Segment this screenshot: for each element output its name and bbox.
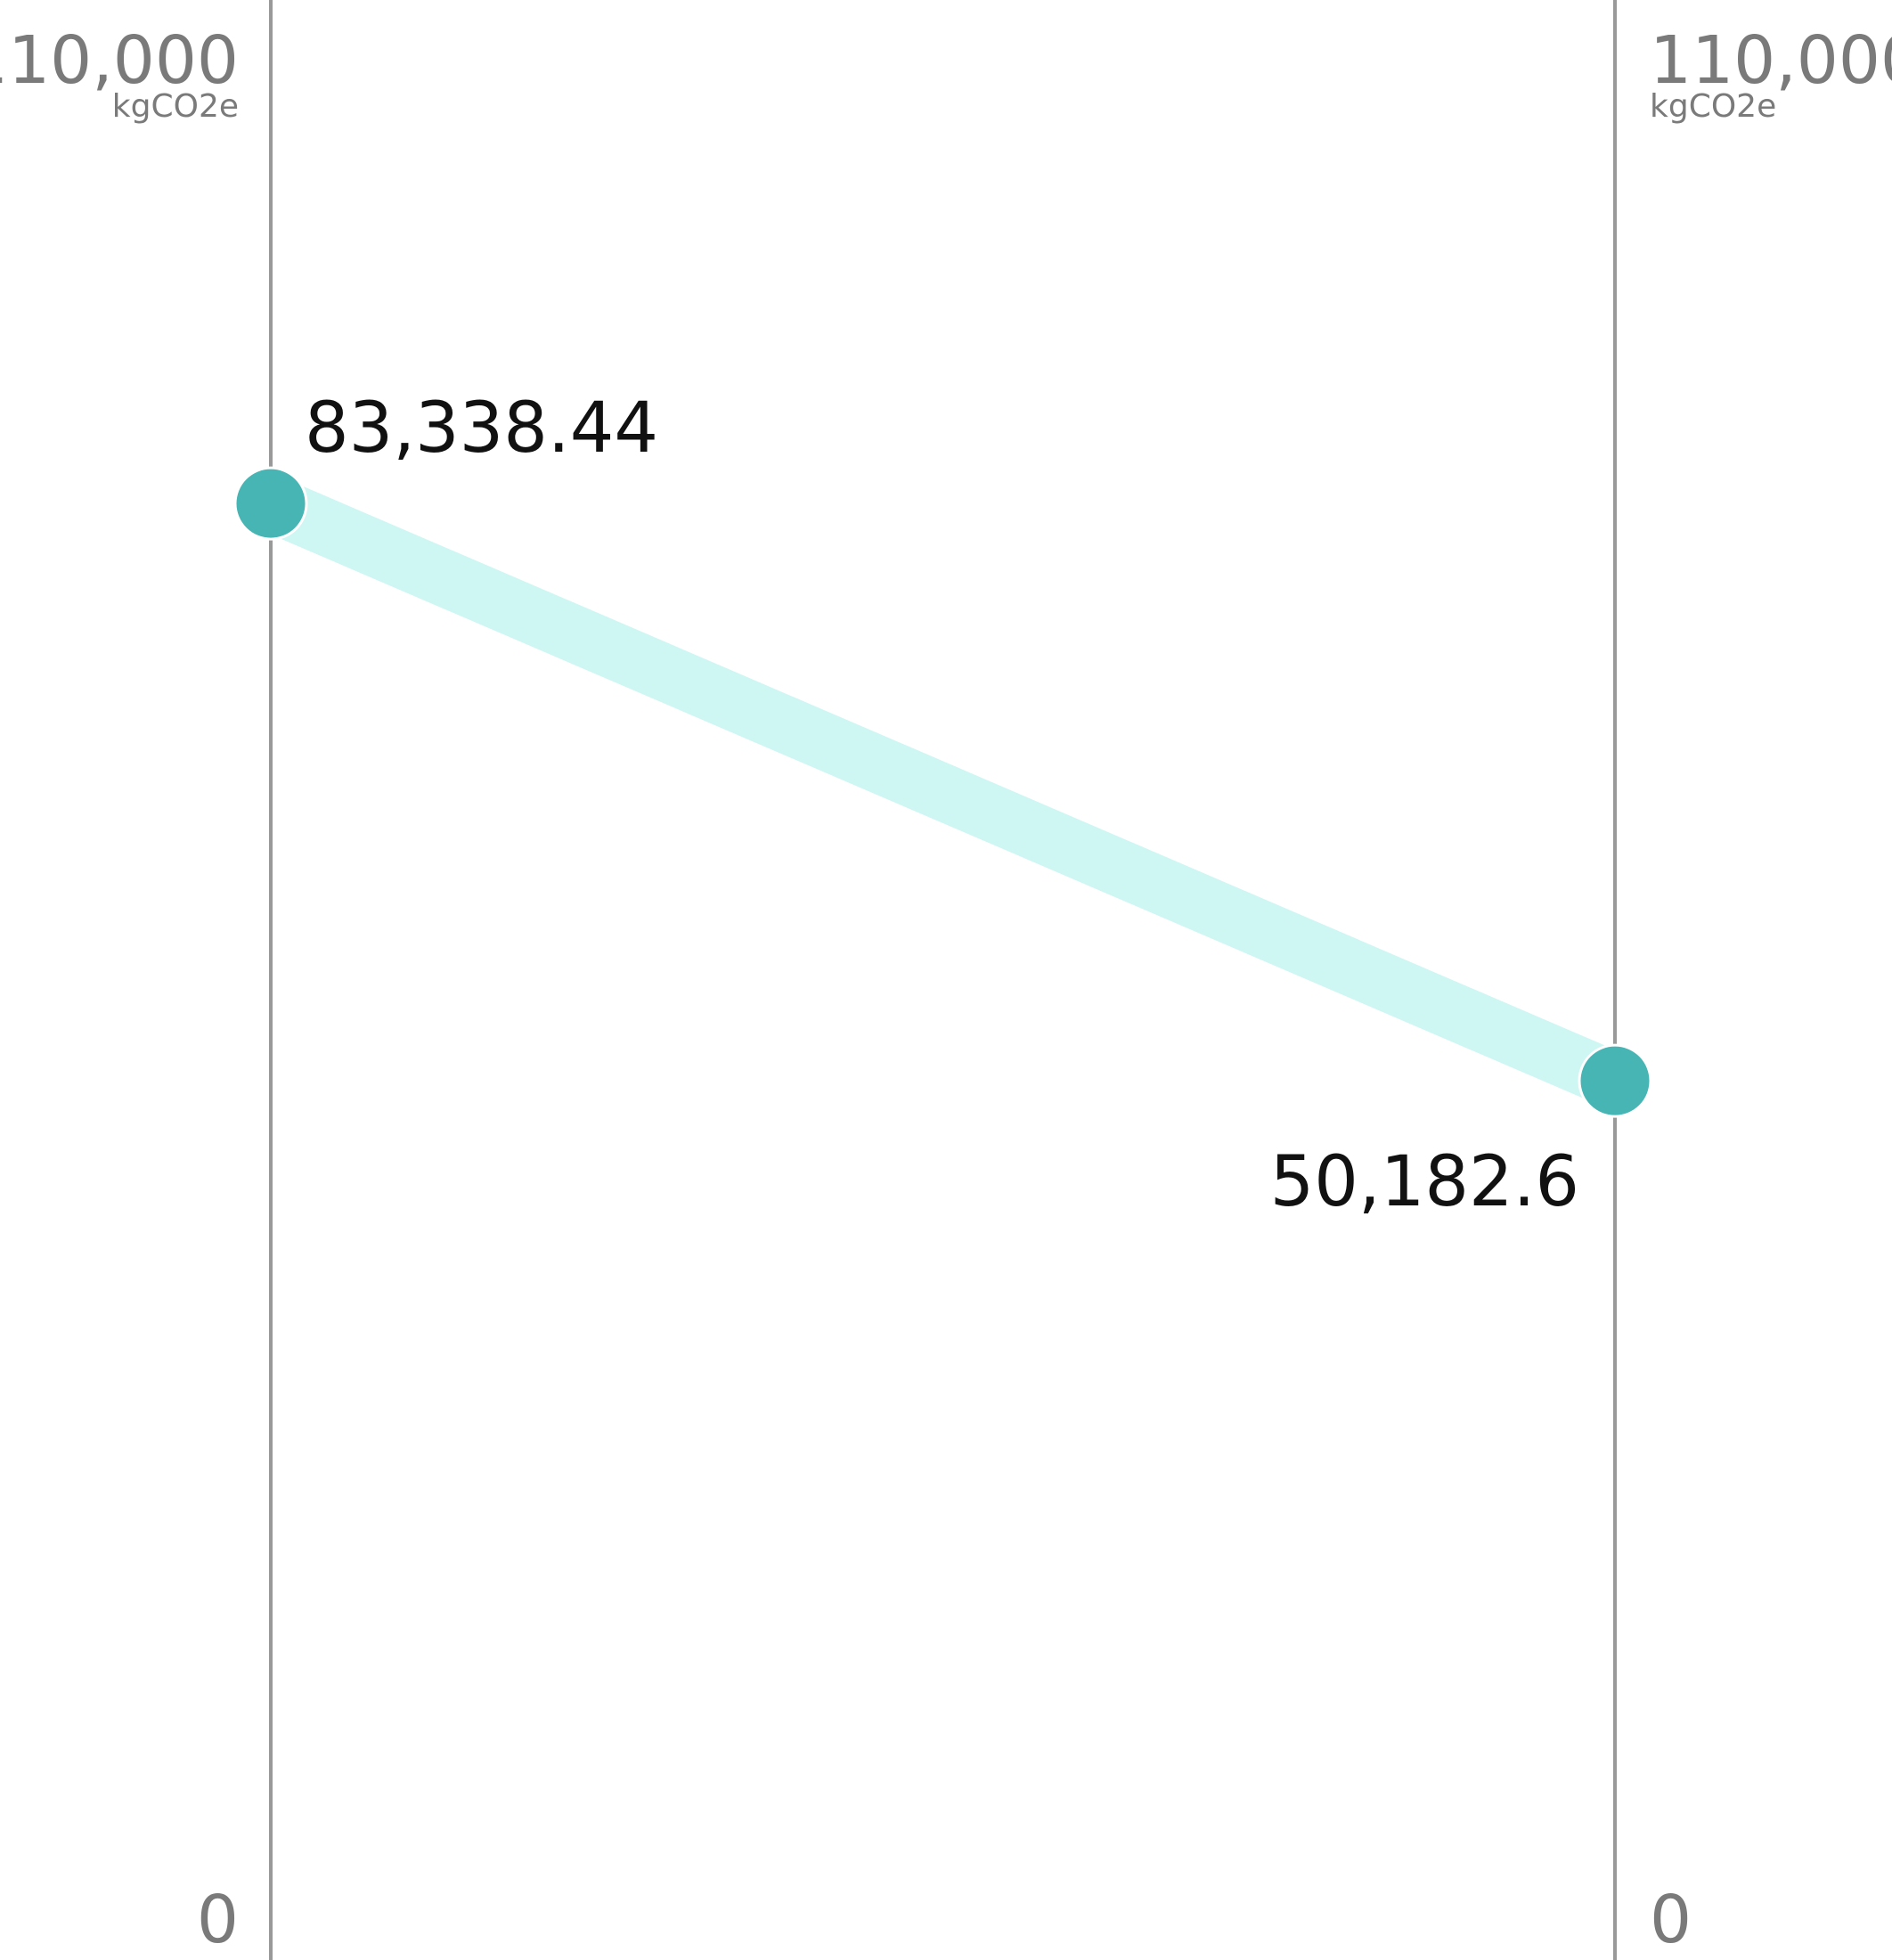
right-axis-min-label: 0 bbox=[1650, 1882, 1692, 1958]
left-axis-max-label: 110,000 bbox=[0, 22, 239, 99]
series-line bbox=[259, 477, 1627, 1107]
data-point-end bbox=[1578, 1043, 1652, 1118]
right-axis-max-label: 110,000 bbox=[1650, 22, 1892, 99]
left-axis-min-label: 0 bbox=[197, 1882, 239, 1958]
data-label-start: 83,338.44 bbox=[305, 388, 658, 469]
left-axis-unit-label: kgCO2e bbox=[112, 88, 239, 125]
data-point-start bbox=[233, 466, 308, 541]
data-label-end: 50,182.6 bbox=[1270, 1142, 1579, 1222]
right-axis-unit-label: kgCO2e bbox=[1650, 88, 1776, 125]
